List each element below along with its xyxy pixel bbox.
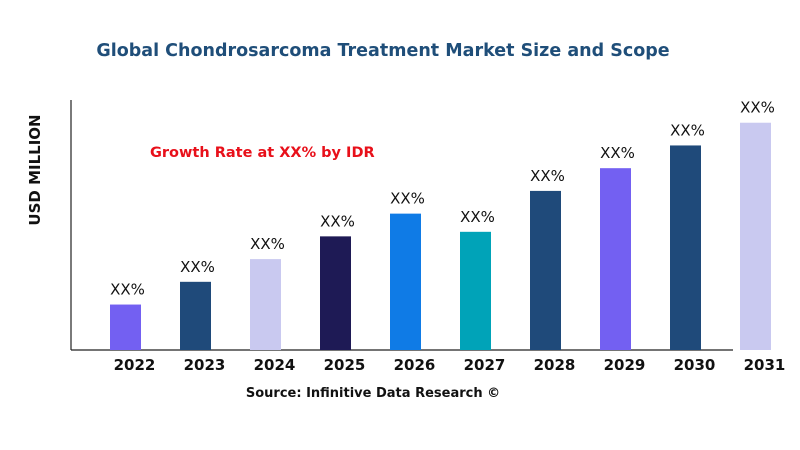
bar-2028 — [530, 190, 561, 350]
data-label-2023: XX% — [180, 258, 215, 276]
x-tick-label-2025: 2025 — [324, 356, 366, 374]
x-tick-label-2030: 2030 — [674, 356, 716, 374]
data-label-2024: XX% — [250, 235, 285, 253]
growth-rate-annotation: Growth Rate at XX% by IDR — [150, 145, 375, 161]
data-label-2029: XX% — [600, 144, 635, 162]
bar-2030 — [670, 145, 701, 350]
x-tick-label-2024: 2024 — [254, 356, 296, 374]
x-tick-label-2031: 2031 — [744, 356, 786, 374]
source-note: Source: Infinitive Data Research © — [245, 386, 501, 401]
bar-2027 — [460, 231, 491, 350]
bar-2024 — [250, 259, 281, 350]
data-label-2025: XX% — [320, 212, 355, 230]
chart-title: Global Chondrosarcoma Treatment Market S… — [96, 41, 670, 61]
x-tick-label-2023: 2023 — [184, 356, 226, 374]
data-label-2030: XX% — [670, 121, 705, 139]
data-label-2028: XX% — [530, 167, 565, 185]
bar-2025 — [320, 236, 351, 350]
data-label-2026: XX% — [390, 190, 425, 208]
data-label-2027: XX% — [460, 208, 495, 226]
data-label-2022: XX% — [110, 281, 145, 299]
x-tick-label-2026: 2026 — [394, 356, 436, 374]
x-tick-label-2022: 2022 — [114, 356, 156, 374]
x-tick-label-2028: 2028 — [534, 356, 576, 374]
x-tick-label-2027: 2027 — [464, 356, 506, 374]
bar-2023 — [180, 281, 211, 350]
bar-2022 — [110, 304, 141, 350]
data-label-2031: XX% — [740, 99, 775, 117]
bar-2029 — [600, 168, 631, 350]
x-tick-label-2029: 2029 — [604, 356, 646, 374]
bar-2026 — [390, 213, 421, 350]
bar-2031 — [740, 122, 771, 351]
